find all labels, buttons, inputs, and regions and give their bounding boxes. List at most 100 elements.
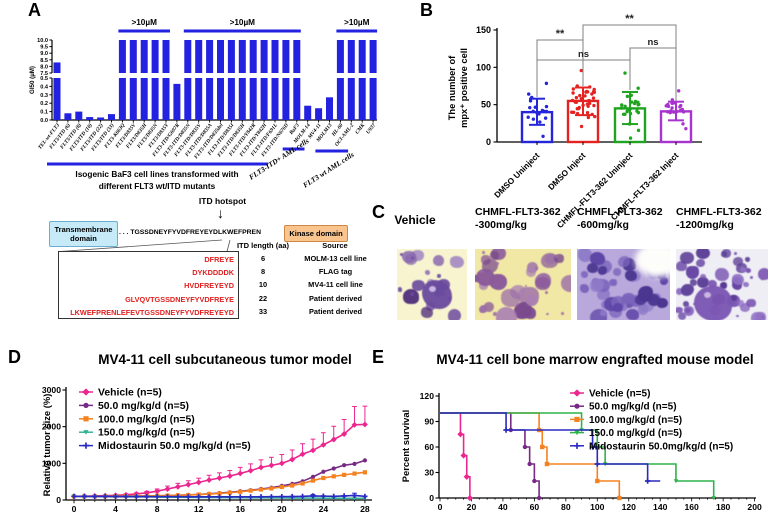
svg-text:20: 20 (277, 504, 287, 514)
svg-text:0.5: 0.5 (40, 76, 48, 82)
cell-blob (754, 311, 766, 320)
svg-text:FLT3-ITD+ AML cells: FLT3-ITD+ AML cells (247, 136, 310, 182)
svg-text:0.3: 0.3 (40, 93, 48, 99)
itd-seq-row: GLVQVTGSSDNEYFYVDFREYE (125, 294, 234, 304)
itd-length-column: 6 8 10 22 33 (243, 251, 283, 318)
micrograph-title-vehicle: Vehicle (394, 213, 436, 227)
cell-blob (733, 257, 744, 267)
svg-text:60: 60 (530, 502, 540, 512)
e-series (440, 412, 716, 501)
panel-c-label: C (372, 202, 385, 222)
cell-blob (609, 306, 623, 319)
panel-e-label: E (372, 347, 385, 367)
svg-text:2000: 2000 (42, 422, 61, 432)
cell-blob (746, 298, 756, 308)
itd-seq-row: HVDFREYEYD (184, 281, 234, 291)
svg-text:28: 28 (360, 504, 370, 514)
flt3-sequence-text: . . . TGSSDNEYFYVDFREYEYDLKWEFPREN (119, 229, 261, 236)
svg-text:180: 180 (716, 502, 731, 512)
svg-text:different FLT3 wt/ITD mutants: different FLT3 wt/ITD mutants (99, 181, 216, 191)
cell-blob (622, 293, 635, 305)
cell-blob (403, 289, 419, 304)
cell-blob (676, 287, 684, 296)
title-line: CHMFL-FLT3-362 (475, 206, 561, 218)
panel-d-title: MV4-11 cell subcutaneous tumor model (98, 352, 352, 367)
cell-blob (732, 273, 744, 285)
cell-blob (447, 308, 462, 320)
cell-blob (730, 294, 738, 301)
svg-text:>10µM: >10µM (131, 18, 157, 27)
svg-text:mpx⁺ positive cell: mpx⁺ positive cell (459, 48, 469, 128)
svg-text:80: 80 (561, 502, 571, 512)
cell-blob (493, 311, 498, 316)
cell-blob (719, 281, 727, 289)
panel-a-gi50-bar-chart: 7.58.08.59.09.510.0 0.0 0.1 0.2 0.3 0.4 0.5 GI5… (29, 18, 377, 191)
svg-text:100.0 mg/kg/d (n=5): 100.0 mg/kg/d (n=5) (98, 414, 195, 425)
cell-blob (618, 255, 631, 267)
micrograph-1200mgkg (676, 249, 768, 320)
cell-blob (495, 307, 518, 320)
cell-blob (524, 285, 527, 288)
cell-blob (535, 276, 550, 291)
cell-blob (489, 251, 500, 260)
svg-text:0.4: 0.4 (40, 84, 49, 90)
cell-blob (676, 261, 687, 272)
svg-text:0.1: 0.1 (40, 110, 48, 116)
cell-blob (561, 274, 571, 293)
cell-blob (476, 269, 495, 287)
cell-blob (421, 307, 433, 319)
cell-blob (696, 249, 710, 259)
cell-blob (554, 253, 564, 264)
itd-seq-row: DYKDDDDK (192, 268, 234, 278)
cell-blob (626, 308, 640, 320)
cell-blob (544, 253, 557, 265)
cell-blob (740, 302, 751, 312)
svg-text:16: 16 (235, 504, 245, 514)
cell-blob (600, 309, 608, 317)
cell-blob (715, 267, 729, 282)
cell-blob (432, 254, 445, 266)
svg-text:0: 0 (72, 504, 77, 514)
cell-blob (481, 250, 485, 254)
down-arrow-icon: ↓ (217, 205, 224, 221)
itd-length-cell: 33 (258, 306, 268, 316)
svg-text:100: 100 (590, 502, 605, 512)
cell-blob (695, 258, 705, 267)
cell-blob (411, 279, 426, 291)
itd-seq-row: DFREYE (204, 255, 234, 264)
cell-blob (587, 262, 598, 273)
svg-text:DMSO Uninject: DMSO Uninject (492, 150, 542, 200)
cell-blob (545, 291, 548, 294)
transmembrane-domain-box: Transmembrane domain (49, 221, 118, 247)
itd-sequence-table-box: DFREYE DYKDDDDK HVDFREYEYD GLVQVTGSSDNEY… (58, 251, 239, 319)
panel-b-label: B (420, 0, 433, 20)
cell-blob (742, 281, 749, 287)
cell-blob (744, 256, 751, 263)
e-series (440, 412, 473, 502)
itd-hotspot-label: ITD hotspot (198, 196, 247, 206)
cell-blob (479, 270, 483, 274)
panel-a-label: A (28, 0, 41, 20)
source-cell: Patient derived (309, 293, 362, 303)
cell-blob (561, 312, 564, 315)
micrograph-300mgkg (475, 249, 571, 320)
svg-text:DMSO Inject: DMSO Inject (546, 150, 588, 192)
cell-blob (580, 271, 589, 278)
cell-blob (736, 299, 745, 308)
svg-text:120: 120 (420, 391, 435, 401)
svg-text:50.0 mg/kg/d (n=5): 50.0 mg/kg/d (n=5) (98, 401, 189, 412)
svg-text:4: 4 (113, 504, 118, 514)
cell-blob (545, 313, 549, 316)
cell-blob (495, 262, 499, 265)
cell-blob (656, 297, 668, 309)
cell-blob (436, 274, 441, 279)
itd-length-cell: 10 (258, 280, 268, 290)
kinase-domain-box: Kinase domain (284, 225, 348, 242)
cell-blob (694, 285, 733, 320)
cell-blob (400, 253, 404, 256)
svg-text:ns: ns (647, 37, 658, 48)
panel-e-survival-chart: 0 30 60 90 120 Percent survival 0 20 40 60 80 100 12… (400, 389, 762, 513)
cell-blob (409, 292, 414, 296)
cell-blob (591, 279, 604, 291)
